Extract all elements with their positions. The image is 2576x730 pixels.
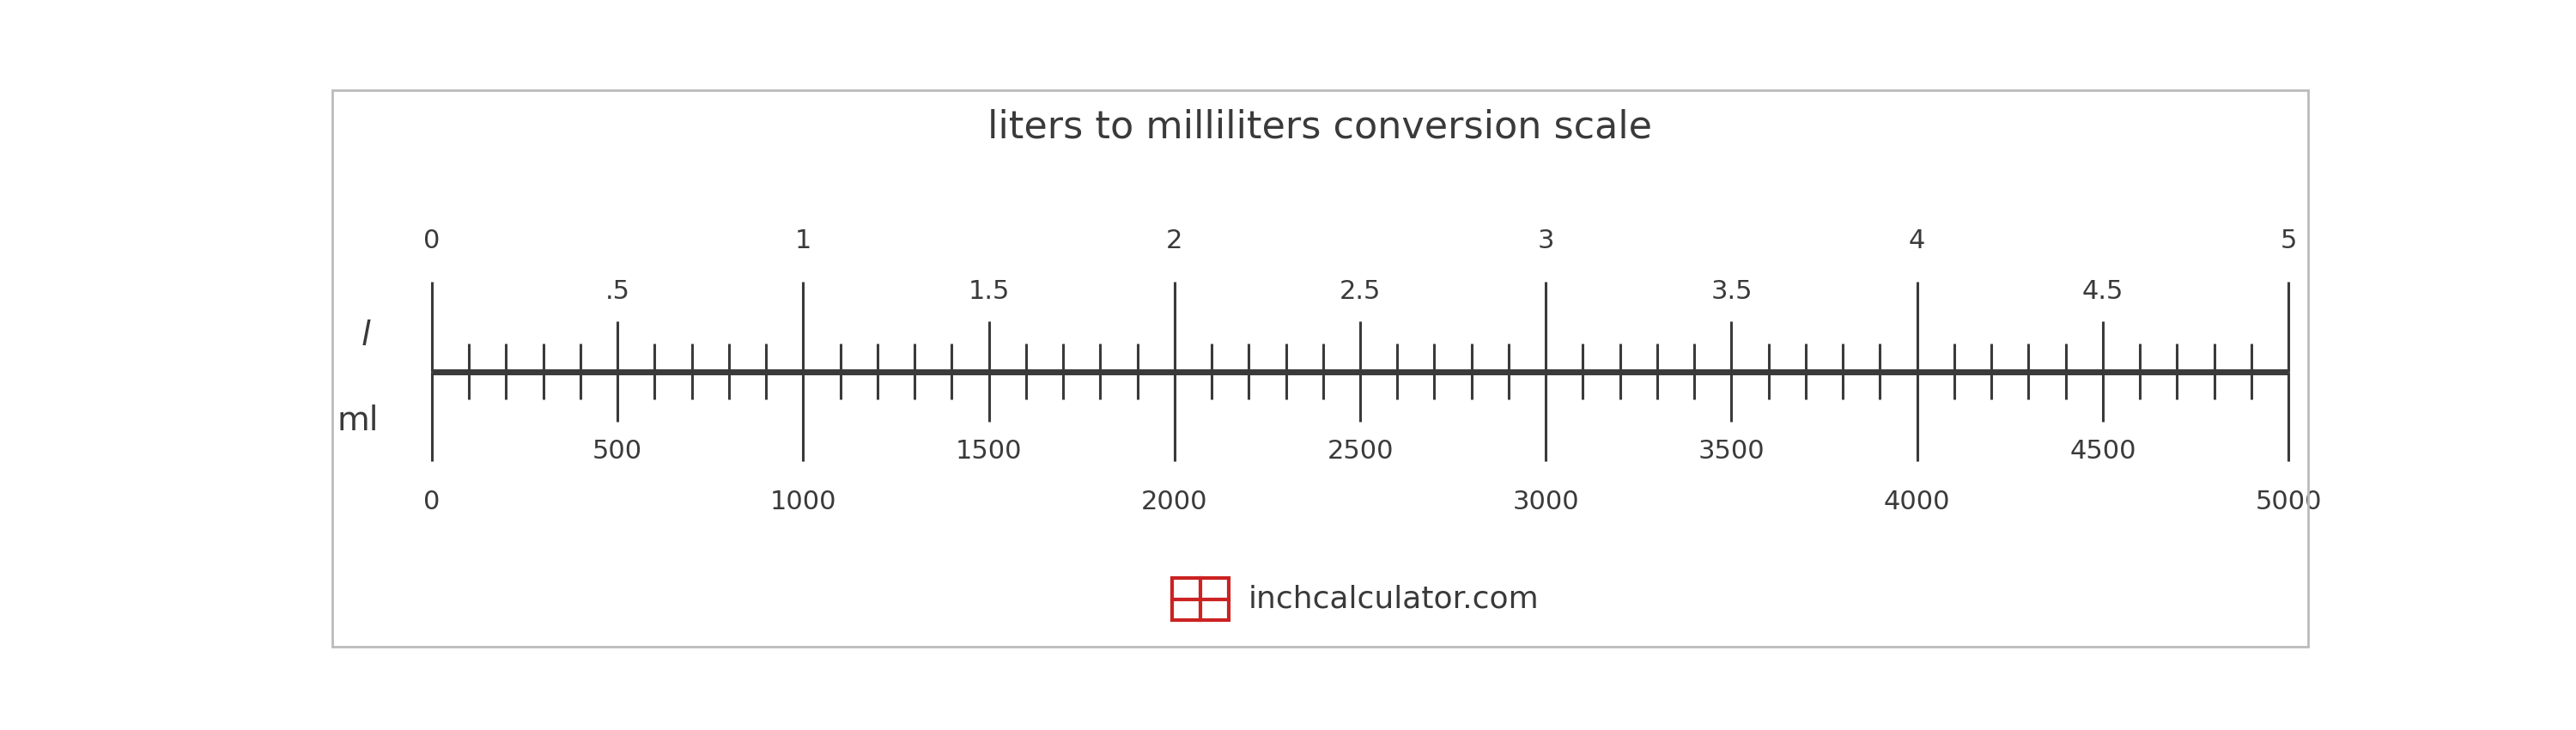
Text: 1: 1 [796,228,811,253]
Text: 2: 2 [1167,228,1182,253]
Text: 3500: 3500 [1698,439,1765,464]
Text: liters to milliliters conversion scale: liters to milliliters conversion scale [989,109,1654,145]
Text: 4500: 4500 [2069,439,2136,464]
Text: 5: 5 [2280,228,2298,253]
Text: 1.5: 1.5 [969,279,1010,304]
Text: l: l [361,319,371,352]
Text: .5: .5 [605,279,631,304]
Text: 1500: 1500 [956,439,1023,464]
Text: 3: 3 [1538,228,1553,253]
Text: 2000: 2000 [1141,490,1208,515]
Text: 3000: 3000 [1512,490,1579,515]
Text: ml: ml [337,404,379,437]
Text: 1000: 1000 [770,490,837,515]
Text: 500: 500 [592,439,641,464]
Bar [1172,578,1229,620]
Text: 2500: 2500 [1327,439,1394,464]
Text: 5000: 5000 [2254,490,2321,515]
Text: 0: 0 [422,490,440,515]
Text: 4: 4 [1909,228,1924,253]
Text: 4.5: 4.5 [2081,279,2123,304]
Text: 3.5: 3.5 [1710,279,1752,304]
Text: 4000: 4000 [1883,490,1950,515]
Text: 2.5: 2.5 [1340,279,1381,304]
Text: 0: 0 [422,228,440,253]
Text: inchcalculator.com: inchcalculator.com [1249,585,1540,614]
